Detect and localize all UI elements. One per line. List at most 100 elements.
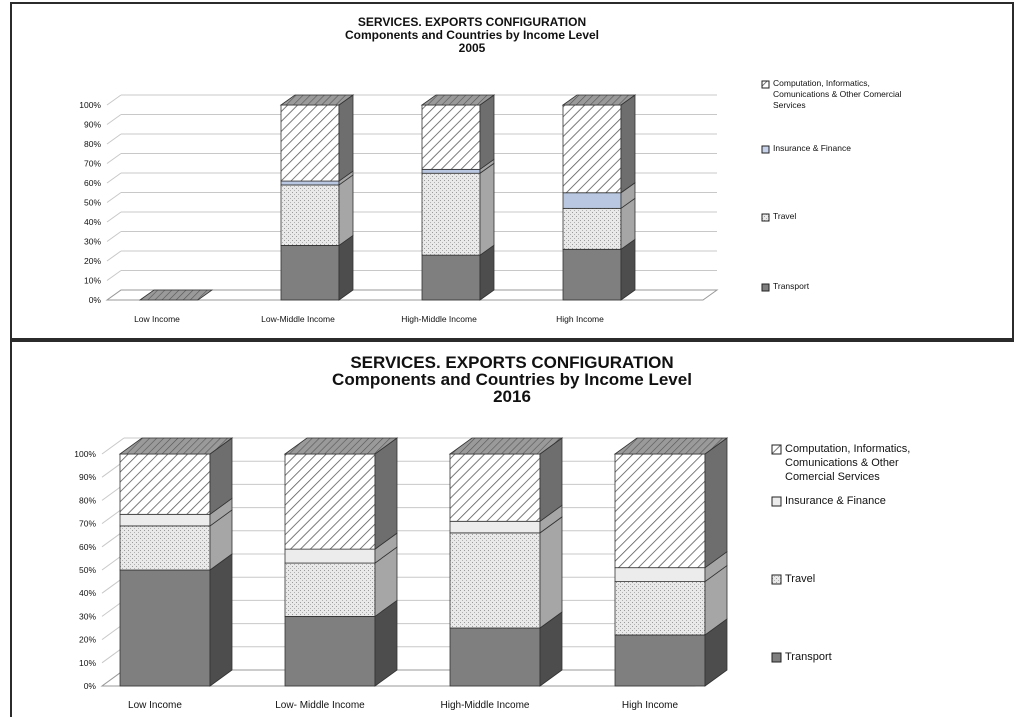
- bar-side: [704, 437, 728, 569]
- bar-side: [479, 162, 495, 256]
- category-label: High-Middle Income: [441, 700, 530, 711]
- chart-title-line-1: SERVICES. EXPORTS CONFIGURATION: [350, 353, 673, 372]
- legend-swatch: [761, 213, 770, 222]
- bar-travel-2: [284, 562, 376, 617]
- bar-top: [613, 437, 729, 455]
- category-label: Low Income: [128, 700, 182, 711]
- bar-travel-2: [280, 184, 340, 246]
- bar-computation-4: [562, 104, 622, 194]
- gridline-depth: [106, 192, 122, 203]
- bar-computation-1: [119, 453, 211, 515]
- bar-insurance-4: [562, 192, 622, 209]
- chart-floor: [105, 289, 719, 301]
- bar-top: [420, 94, 496, 106]
- bar-computation-3: [449, 453, 541, 522]
- bar-computation-2: [284, 453, 376, 550]
- bar-insurance-4: [614, 567, 706, 582]
- bar-travel-4: [614, 581, 706, 636]
- y-tick-label: 50%: [84, 198, 101, 208]
- y-tick-label: 0%: [84, 681, 97, 691]
- category-label: High Income: [556, 314, 604, 324]
- legend-swatch: [771, 574, 782, 585]
- y-tick-label: 0%: [89, 295, 102, 305]
- legend-swatch: [771, 444, 782, 455]
- category-label: High Income: [622, 700, 679, 711]
- y-tick-label: 70%: [84, 159, 101, 169]
- legend-swatch: [761, 145, 770, 154]
- bar-insurance-3: [421, 168, 481, 174]
- legend-label: Comunications & Other: [785, 457, 899, 469]
- legend-swatch: [771, 652, 782, 663]
- chart-title-line-2: Components and Countries by Income Level: [345, 28, 599, 42]
- bar-side: [620, 94, 636, 194]
- y-tick-label: 10%: [79, 658, 96, 668]
- y-tick-label: 40%: [84, 217, 101, 227]
- bar-side: [620, 238, 636, 301]
- bar-side: [338, 174, 354, 247]
- gridline-depth: [106, 153, 122, 164]
- y-tick-label: 100%: [74, 449, 96, 459]
- chart-2005: SERVICES. EXPORTS CONFIGURATIONComponent…: [79, 15, 902, 324]
- legend-swatch: [761, 80, 770, 89]
- y-tick-label: 90%: [79, 472, 96, 482]
- y-tick-label: 100%: [79, 100, 101, 110]
- gridline-depth: [106, 231, 122, 242]
- legend-label: Transport: [785, 651, 832, 663]
- bar-top: [448, 437, 564, 455]
- y-tick-label: 20%: [84, 256, 101, 266]
- bar-travel-1: [119, 525, 211, 571]
- chart-2016: SERVICES. EXPORTS CONFIGURATIONComponent…: [74, 353, 910, 711]
- bar-insurance-2: [284, 548, 376, 564]
- category-label: High-Middle Income: [401, 314, 477, 324]
- y-tick-label: 20%: [79, 635, 96, 645]
- bar-empty-top: [138, 289, 214, 301]
- legend-label: Insurance & Finance: [785, 495, 886, 507]
- gridline-depth: [101, 437, 125, 455]
- gridline-depth: [106, 94, 122, 106]
- bar-top: [118, 437, 234, 455]
- legend-label: Travel: [773, 211, 796, 221]
- legend-label: Comercial Services: [785, 471, 880, 483]
- gridline-depth: [106, 172, 122, 184]
- y-tick-label: 50%: [79, 565, 96, 575]
- chart-panel-2016: SERVICES. EXPORTS CONFIGURATION Component…: [10, 340, 1014, 717]
- legend-swatch: [761, 283, 770, 292]
- bar-side: [338, 94, 354, 182]
- y-tick-label: 70%: [79, 519, 96, 529]
- y-tick-label: 80%: [79, 495, 96, 505]
- chart-title-line-1: SERVICES. EXPORTS CONFIGURATION: [358, 15, 586, 29]
- gridline-depth: [106, 250, 122, 262]
- gridline-depth: [106, 114, 122, 125]
- bar-transport-4: [562, 248, 622, 301]
- legend-swatch: [771, 496, 782, 507]
- bar-side: [374, 437, 398, 550]
- bar-transport-2: [280, 244, 340, 301]
- bar-insurance-3: [449, 520, 541, 534]
- gridline-depth: [106, 270, 122, 281]
- chart-title-line-3: 2005: [459, 41, 486, 55]
- y-tick-label: 10%: [84, 276, 101, 286]
- bar-transport-3: [421, 254, 481, 301]
- bar-top: [283, 437, 399, 455]
- gridline-depth: [106, 133, 122, 145]
- bar-transport-3: [449, 627, 541, 687]
- legend-label: Computation, Informatics,: [773, 78, 870, 88]
- bar-computation-2: [280, 104, 340, 182]
- legend-label: Travel: [785, 573, 815, 585]
- bar-insurance-2: [280, 180, 340, 186]
- y-tick-label: 30%: [79, 611, 96, 621]
- bar-computation-3: [421, 104, 481, 170]
- y-tick-label: 60%: [84, 178, 101, 188]
- bar-computation-4: [614, 453, 706, 569]
- legend-label: Comunications & Other Comercial: [773, 89, 902, 99]
- legend-label: Transport: [773, 281, 810, 291]
- bar-insurance-1: [119, 513, 211, 527]
- category-label: Low-Middle Income: [261, 314, 335, 324]
- bar-travel-3: [449, 532, 541, 629]
- category-label: Low- Middle Income: [275, 700, 365, 711]
- bar-transport-1: [119, 569, 211, 687]
- bar-side: [539, 516, 563, 629]
- bar-top: [279, 94, 355, 106]
- bar-side: [479, 94, 495, 171]
- category-label: Low Income: [134, 314, 180, 324]
